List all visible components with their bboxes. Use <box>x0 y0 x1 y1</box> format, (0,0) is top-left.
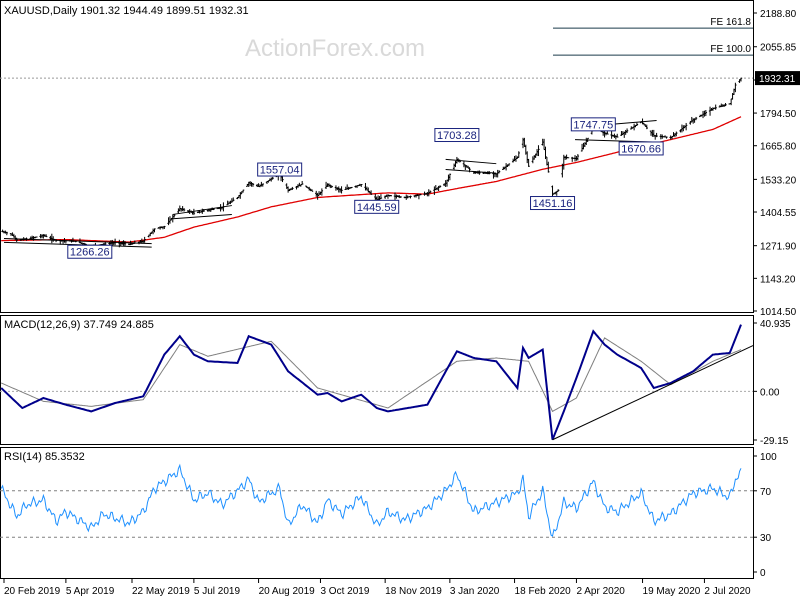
price-y-tick-label: 1404.55 <box>760 208 797 219</box>
x-tick-label: 20 Aug 2019 <box>259 586 316 597</box>
x-tick-label: 20 Feb 2019 <box>4 586 61 597</box>
x-tick-label: 18 Nov 2019 <box>385 586 442 597</box>
last-price-label: 1932.31 <box>759 74 796 85</box>
fib-label: FE 161.8 <box>710 17 751 28</box>
price-y-tick-label: 1143.20 <box>760 274 796 285</box>
price-trendline <box>172 213 232 220</box>
x-tick-label: 5 Apr 2019 <box>66 586 115 597</box>
price-label-box <box>354 199 400 214</box>
macd-layer <box>0 324 754 441</box>
x-tick-label: 22 May 2019 <box>132 586 190 597</box>
price-y-tick-label: 1271.90 <box>760 242 797 253</box>
price-chart-title: XAUUSD,Daily 1901.32 1944.49 1899.51 193… <box>4 5 249 17</box>
last-price-box <box>755 71 800 86</box>
rsi-layer <box>0 463 753 538</box>
price-trendline <box>445 158 497 165</box>
price-label: 1703.28 <box>437 130 477 142</box>
price-label: 1670.66 <box>621 143 661 155</box>
price-y-tick-label: 1014.50 <box>760 307 797 318</box>
rsi-line <box>0 463 742 537</box>
x-tick-label: 2 Jul 2020 <box>704 586 751 597</box>
price-label-box <box>434 128 480 143</box>
price-label-box <box>530 196 576 211</box>
rsi-y-tick-label: 70 <box>760 487 772 498</box>
price-trendline <box>445 169 497 174</box>
macd-line <box>0 324 742 441</box>
price-label: 1451.16 <box>533 198 573 210</box>
price-y-tick-label: 2055.85 <box>760 43 797 54</box>
x-tick-label: 19 May 2020 <box>643 586 701 597</box>
watermark: ActionForex.com <box>245 35 425 62</box>
x-tick-label: 2 Apr 2020 <box>576 586 625 597</box>
rsi-panel <box>0 447 754 579</box>
price-y-tick-label: 1794.50 <box>760 109 797 120</box>
price-label: 1747.75 <box>573 119 613 131</box>
rsi-title: RSI(14) 85.3532 <box>4 451 85 463</box>
axis-layer: 2188.802055.851924.751794.501665.801533.… <box>3 9 800 597</box>
price-label-box <box>257 162 303 177</box>
fib-label: FE 100.0 <box>710 44 751 55</box>
rsi-y-tick-label: 30 <box>760 533 772 544</box>
macd-trendline <box>552 345 754 441</box>
macd-panel <box>0 315 754 445</box>
price-trendline <box>3 238 152 245</box>
rsi-y-tick-label: 0 <box>760 568 766 579</box>
macd-y-tick-label: 40.935 <box>760 319 791 330</box>
x-tick-label: 18 Feb 2020 <box>515 586 572 597</box>
macd-y-tick-label: 0.00 <box>760 387 780 398</box>
price-trendline <box>172 205 232 215</box>
price-label-box <box>618 141 664 156</box>
price-y-tick-label: 1533.20 <box>760 175 797 186</box>
price-panel <box>0 0 754 313</box>
x-tick-label: 5 Jul 2019 <box>194 586 241 597</box>
macd-y-tick-label: -29.15 <box>760 436 789 447</box>
x-tick-label: 3 Jan 2020 <box>450 586 500 597</box>
macd-title: MACD(12,26,9) 37.749 24.885 <box>4 319 154 331</box>
price-label-box <box>67 244 113 259</box>
price-label: 1557.04 <box>260 165 300 177</box>
price-label: 1266.26 <box>70 247 110 259</box>
price-y-tick-label: 1665.80 <box>760 142 797 153</box>
price-label: 1445.59 <box>357 202 397 214</box>
price-y-tick-label: 2188.80 <box>760 9 797 20</box>
price-label-box <box>570 117 616 132</box>
price-layer: FE 161.8 FE 100.0 1266.26 1557.04 1445.59 170… <box>0 17 753 259</box>
x-tick-label: 3 Oct 2019 <box>320 586 369 597</box>
rsi-y-tick-label: 100 <box>760 452 777 463</box>
